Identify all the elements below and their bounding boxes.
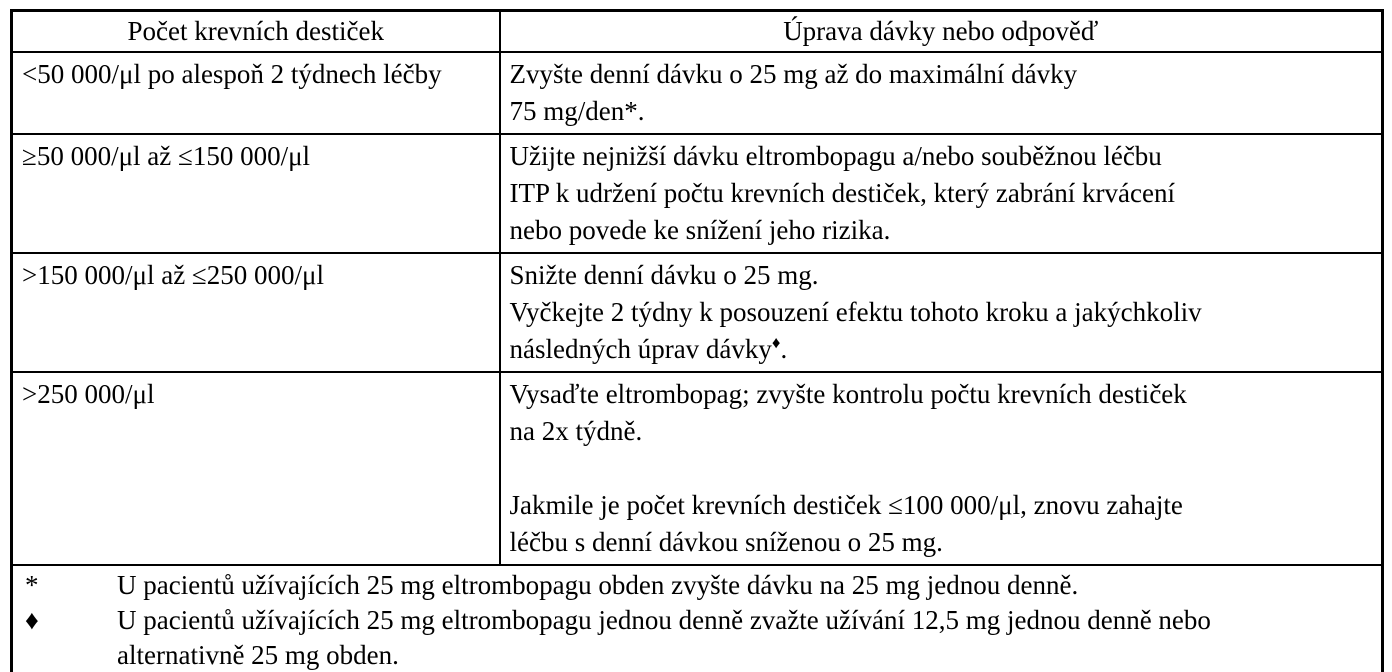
header-platelet-count: Počet krevních destiček	[10, 9, 501, 53]
diamond-symbol: ♦	[25, 605, 39, 635]
platelet-count-cell: >250 000/μl	[10, 371, 501, 566]
table-row: >150 000/μl až ≤250 000/μl Snižte denní …	[10, 252, 1384, 373]
table-row: >250 000/μl Vysaďte eltrombopag; zvyšte …	[10, 371, 1384, 566]
footnote-text: U pacientů užívajících 25 mg eltrombopag…	[117, 570, 1079, 600]
action-cell: Snižte denní dávku o 25 mg. Vyčkejte 2 t…	[498, 252, 1384, 373]
footnote-text-line: U pacientů užívajících 25 mg eltrombopag…	[117, 605, 1211, 635]
asterisk-symbol: *	[25, 570, 39, 600]
footnote-asterisk: * U pacientů užívajících 25 mg eltrombop…	[25, 568, 1371, 603]
action-cell: Užijte nejnižší dávku eltrombopagu a/neb…	[498, 133, 1384, 254]
blank-line	[510, 450, 1372, 487]
table-header-row: Počet krevních destiček Úprava dávky neb…	[10, 9, 1384, 53]
action-line: na 2x týdně.	[509, 416, 643, 446]
action-line: ITP k udržení počtu krevních destiček, k…	[509, 178, 1175, 208]
action-cell: Vysaďte eltrombopag; zvyšte kontrolu poč…	[498, 371, 1384, 566]
action-line: nebo povede ke snížení jeho rizika.	[509, 215, 891, 245]
header-dose-adjustment: Úprava dávky nebo odpověď	[498, 9, 1384, 53]
platelet-count-cell: >150 000/μl až ≤250 000/μl	[10, 252, 501, 373]
platelet-count-cell: <50 000/μl po alespoň 2 týdnech léčby	[10, 51, 501, 135]
table-row: <50 000/μl po alespoň 2 týdnech léčby Zv…	[10, 51, 1384, 135]
action-line: následných úprav dávky♦.	[510, 331, 1372, 368]
action-line-end: .	[780, 334, 788, 364]
platelet-count-cell: ≥50 000/μl až ≤150 000/μl	[10, 133, 501, 254]
footnote-diamond: ♦ U pacientů užívajících 25 mg eltrombop…	[25, 603, 1371, 672]
action-line: Vyčkejte 2 týdny k posouzení efektu toho…	[509, 297, 1202, 327]
action-line: Zvyšte denní dávku o 25 mg až do maximál…	[509, 59, 1078, 89]
footnotes-cell: * U pacientů užívajících 25 mg eltrombop…	[10, 564, 1384, 672]
action-line: Snižte denní dávku o 25 mg.	[509, 260, 819, 290]
footnote-text-line: alternativně 25 mg obden.	[117, 640, 399, 670]
footnotes-row: * U pacientů užívajících 25 mg eltrombop…	[10, 564, 1384, 672]
action-line: Jakmile je počet krevních destiček ≤100 …	[509, 490, 1183, 520]
action-line: 75 mg/den*.	[509, 96, 645, 126]
action-line-text: následných úprav dávky	[509, 334, 772, 364]
table-row: ≥50 000/μl až ≤150 000/μl Užijte nejnižš…	[10, 133, 1384, 254]
action-cell: Zvyšte denní dávku o 25 mg až do maximál…	[498, 51, 1384, 135]
action-line: léčbu s denní dávkou sníženou o 25 mg.	[509, 527, 943, 557]
diamond-footnote-marker: ♦	[771, 333, 781, 352]
dose-adjustment-table: Počet krevních destiček Úprava dávky neb…	[10, 9, 1384, 672]
action-line: Užijte nejnižší dávku eltrombopagu a/neb…	[509, 141, 1162, 171]
action-line: Vysaďte eltrombopag; zvyšte kontrolu poč…	[509, 379, 1187, 409]
